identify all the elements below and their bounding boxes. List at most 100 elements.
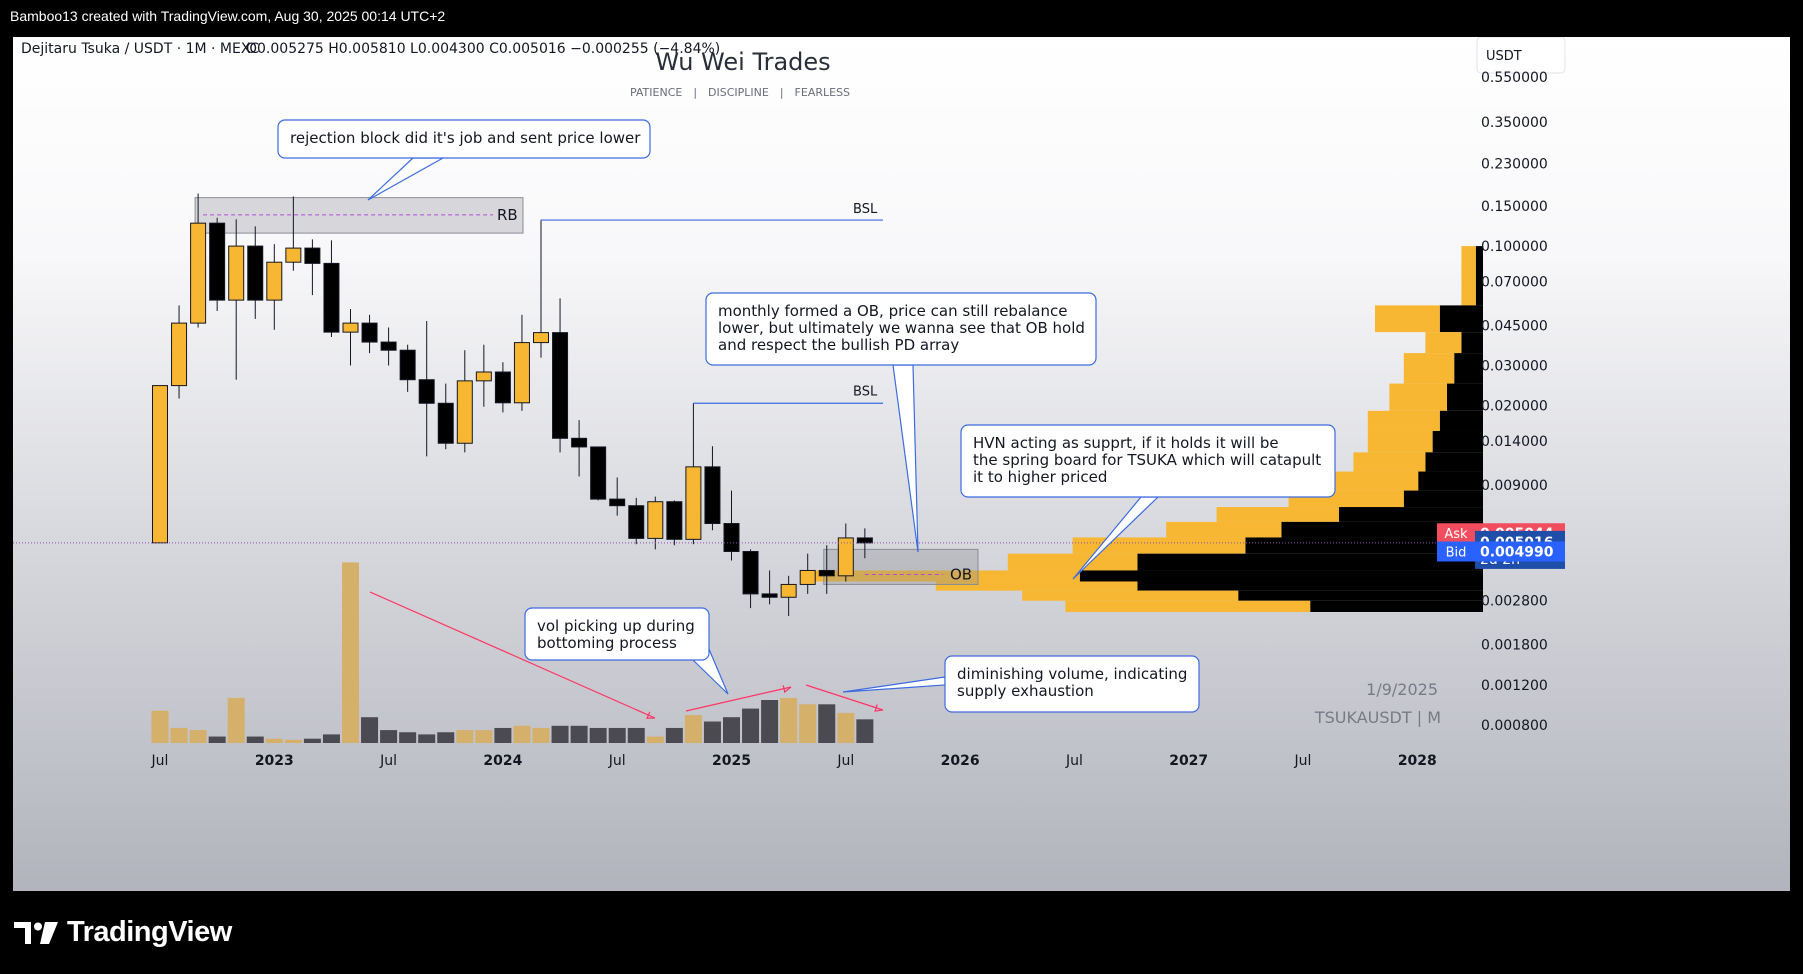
candle-body[interactable] [628,505,645,539]
volume-profile-up-bar [1403,353,1455,384]
candle-body[interactable] [380,341,397,351]
candle-body[interactable] [818,569,835,577]
candle-body[interactable] [704,466,721,525]
volume-profile-up-bar [1072,537,1246,554]
candle-body[interactable] [247,245,264,301]
candle-body[interactable] [494,371,511,404]
candle-body[interactable] [837,537,854,577]
volume-profile-up-bar [1367,410,1440,432]
volume-profile-down-bar [1245,537,1483,554]
callout-volume-rising-text: vol picking up during [537,617,695,635]
tradingview-logo[interactable]: TradingView [14,916,232,949]
volume-decline-arrow-head [646,711,656,719]
y-tick-label: 0.100000 [1481,239,1548,255]
volume-rise-arrow-head [782,685,792,694]
candle-body[interactable] [171,322,188,387]
candle-body[interactable] [609,498,626,507]
candle-body[interactable] [856,537,873,544]
volume-profile-up-bar [1375,305,1440,333]
candle-body[interactable] [742,551,759,595]
candle-body[interactable] [323,262,340,333]
candle-body[interactable] [590,446,607,500]
bid-tag [1437,541,1475,562]
volume-profile-up-bar [806,570,1080,582]
y-tick-label: 0.002800 [1481,594,1548,610]
candle-body[interactable] [418,379,435,404]
callout-order-block-text: and respect the bullish PD array [718,336,959,354]
candle-body[interactable] [571,437,588,448]
volume-bar [494,727,512,743]
candle-body[interactable] [399,349,416,381]
x-tick-label: Jul [1294,753,1312,769]
candle-body[interactable] [552,332,569,439]
callout-order-block-tail [892,364,919,553]
volume-profile-down-bar [1447,383,1483,411]
candle-body[interactable] [685,466,702,540]
candle-body[interactable] [190,222,207,324]
candle-body[interactable] [285,247,302,263]
volume-bar [684,715,702,743]
candle-body[interactable] [475,371,492,382]
price-chart[interactable]: Wu Wei Trades PATIENCE | DISCIPLINE | FEA… [13,37,1790,891]
volume-profile-down-bar [1238,590,1483,601]
candle-body[interactable] [780,583,797,598]
volume-bar [170,727,188,743]
volume-bar [703,721,721,743]
currency-label[interactable]: USDT [1486,49,1522,64]
volume-profile-up-bar [1353,452,1426,472]
candle-body[interactable] [437,402,454,444]
x-tick-label: 2027 [1169,753,1208,769]
x-tick-label: Jul [151,753,169,769]
callout-hvn[interactable]: HVN acting as supprt, if it holds it wil… [960,424,1336,580]
candle-body[interactable] [647,501,664,539]
volume-profile-up-bar [1216,507,1339,522]
volume-profile-up-bar [935,581,1138,591]
callout-rejection-block[interactable]: rejection block did it's job and sent pr… [277,119,651,201]
candle-body[interactable] [266,261,283,301]
candle-body[interactable] [342,322,359,333]
candle-body[interactable] [304,247,321,264]
volume-bar [227,697,245,743]
volume-profile-down-bar [1137,581,1483,591]
volume-profile-down-bar [1461,332,1483,354]
volume-profile-up-bar [1022,590,1239,601]
candle-body[interactable] [152,385,168,544]
candle-body[interactable] [228,245,245,301]
volume-bar [837,712,855,743]
candle-body[interactable] [456,380,473,444]
callout-volume-falling-tail [842,676,946,693]
volume-bar [799,704,817,743]
volume-bar [665,727,683,743]
x-tick-label: 2024 [483,753,522,769]
y-tick-label: 0.014000 [1481,434,1548,450]
y-tick-label: 0.030000 [1481,359,1548,375]
candle-body[interactable] [666,501,683,540]
callout-rejection-block-box [277,119,651,159]
volume-profile-down-bar [1475,246,1483,306]
candle-body[interactable] [361,322,378,343]
bsl-label-1: BSL [853,202,878,217]
candle-body[interactable] [209,222,226,301]
volume-bar [399,732,417,743]
callout-order-block[interactable]: monthly formed a OB, price can still reb… [705,292,1097,553]
callout-hvn-text: it to higher priced [973,468,1107,486]
volume-profile-down-bar [1079,570,1483,582]
callout-rejection-block-tail [367,157,446,201]
candle-body[interactable] [723,523,740,553]
y-tick-label: 0.550000 [1481,70,1548,86]
chart-panel[interactable]: Wu Wei Trades PATIENCE | DISCIPLINE | FEA… [13,37,1790,891]
volume-bar [856,719,874,743]
volume-bar [189,730,207,743]
candle-body[interactable] [761,593,778,598]
candle-body[interactable] [533,332,549,344]
volume-bar [551,725,569,743]
candle-body[interactable] [799,569,816,585]
y-tick-label: 0.045000 [1481,318,1548,334]
candle-body[interactable] [513,342,530,404]
currency-button[interactable] [1476,37,1566,74]
callout-volume-falling-box [944,655,1200,713]
tradingview-wordmark: TradingView [67,916,232,948]
volume-bar [284,739,302,743]
